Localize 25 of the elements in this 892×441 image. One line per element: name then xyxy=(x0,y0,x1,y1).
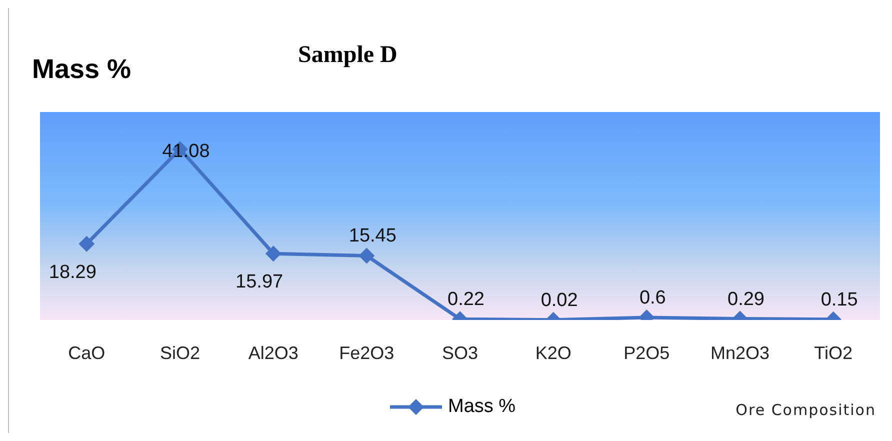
x-axis-title: Ore Composition xyxy=(736,401,876,419)
y-axis-title: Mass % xyxy=(32,54,132,85)
x-tick-label: CaO xyxy=(68,342,106,363)
data-label: 15.97 xyxy=(236,272,284,293)
data-label: 0.29 xyxy=(728,288,764,310)
x-tick-label: Mn2O3 xyxy=(710,342,770,363)
point xyxy=(78,236,95,252)
legend-label: Mass % xyxy=(448,396,516,418)
data-label: 0.02 xyxy=(540,290,578,311)
data-label: 0.6 xyxy=(639,288,666,309)
x-tick-label: P2O5 xyxy=(624,342,670,363)
data-label: 41.08 xyxy=(162,141,210,162)
data-label: 0.22 xyxy=(448,289,484,310)
data-label: 15.45 xyxy=(348,226,396,247)
x-tick-label: SO3 xyxy=(442,342,478,363)
x-tick-label: Al2O3 xyxy=(248,342,298,363)
point xyxy=(265,246,282,262)
data-label: 18.29 xyxy=(48,262,96,283)
point xyxy=(358,248,375,264)
chart-title: Sample D xyxy=(298,42,398,69)
x-tick-label: SiO2 xyxy=(160,342,200,363)
x-tick-label: K2O xyxy=(535,342,572,363)
x-tick-label: TiO2 xyxy=(814,342,853,363)
data-label: 0.15 xyxy=(820,289,858,310)
x-tick-label: Fe2O3 xyxy=(339,342,394,363)
